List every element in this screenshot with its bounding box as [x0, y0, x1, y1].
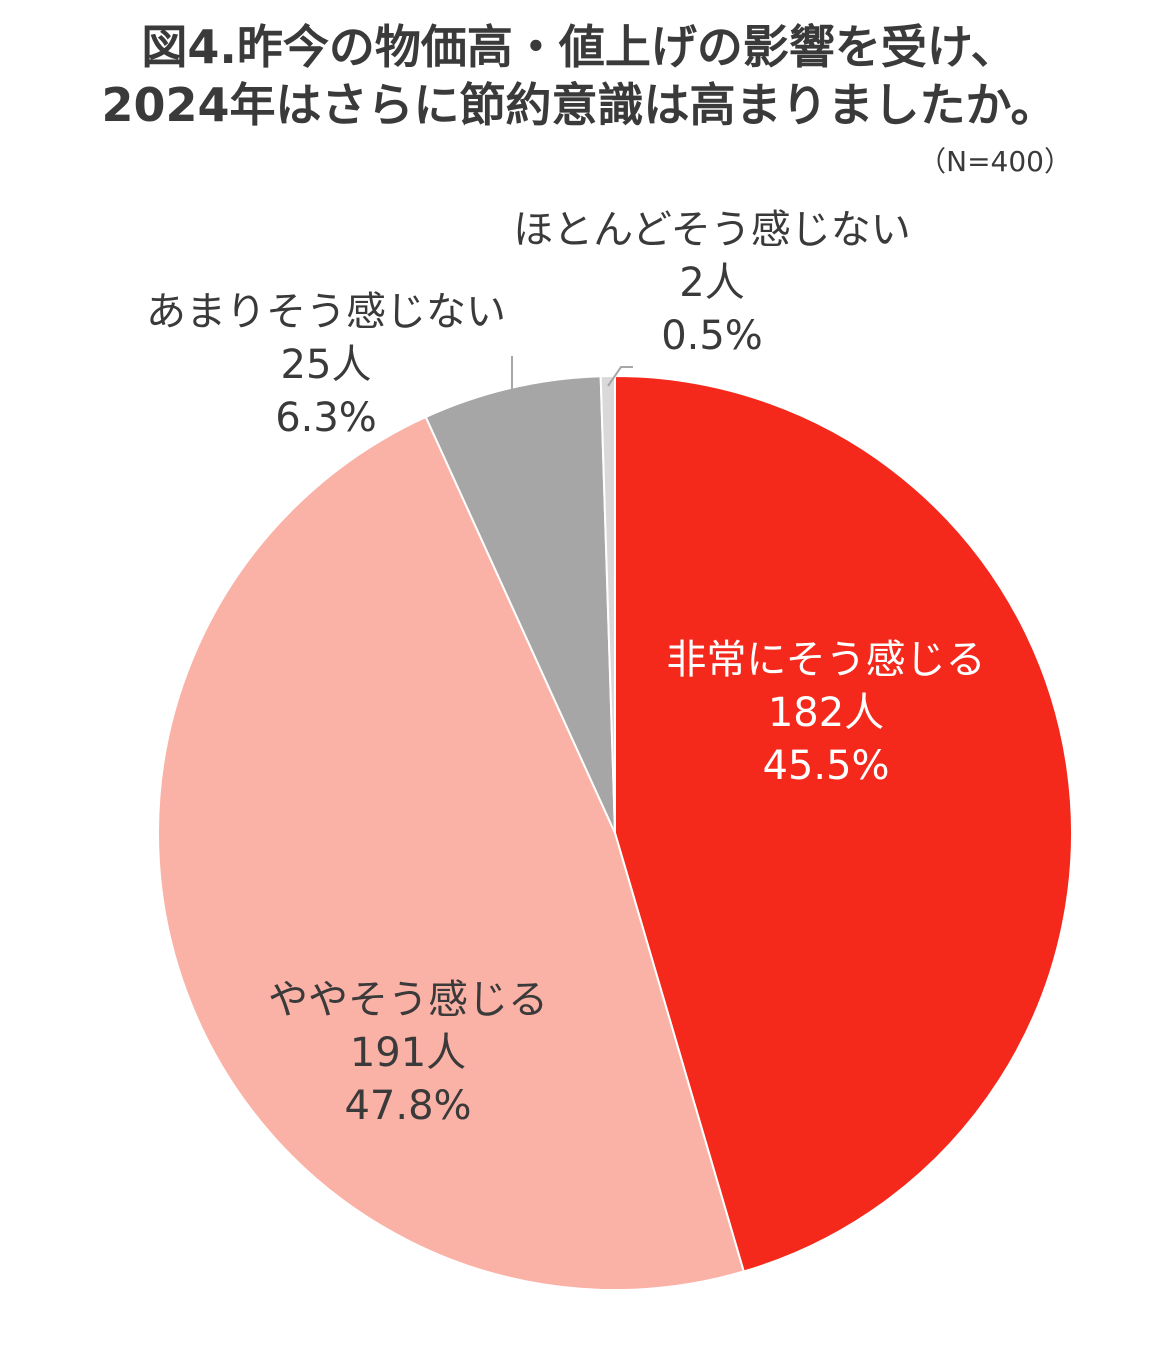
chart-title: 図4.昨今の物価高・値上げの影響を受け、 2024年はさらに節約意識は高まりまし…	[0, 18, 1158, 134]
leader-line-hardly	[607, 366, 633, 387]
slice-percent-somewhat: 47.8%	[344, 1083, 471, 1129]
slice-label-not-much: あまりそう感じない	[146, 289, 506, 335]
pie-slice-somewhat	[157, 415, 745, 1291]
slice-count-very: 182人	[768, 690, 884, 736]
pie-slices	[157, 374, 1073, 1291]
slice-percent-very: 45.5%	[762, 743, 889, 789]
slice-labels: 非常にそう感じる 182人 45.5% ややそう感じる 191人 47.8% あまりそう感じ…	[146, 207, 986, 1129]
pie-slice-very	[614, 374, 1073, 1273]
leader-lines	[511, 356, 633, 398]
slice-label-very: 非常にそう感じる	[666, 637, 985, 683]
chart-title-line-1: 図4.昨今の物価高・値上げの影響を受け、	[141, 20, 1017, 74]
slice-label-hardly: ほとんどそう感じない	[513, 207, 911, 253]
slice-percent-hardly: 0.5%	[661, 313, 763, 359]
slice-count-not-much: 25人	[281, 342, 372, 388]
chart-title-line-2: 2024年はさらに節約意識は高まりましたか。	[101, 78, 1057, 132]
slice-percent-not-much: 6.3%	[275, 395, 377, 441]
sample-size-note: （N=400）	[918, 145, 1072, 178]
slice-count-hardly: 2人	[679, 260, 744, 306]
slice-count-somewhat: 191人	[350, 1030, 466, 1076]
slice-label-somewhat: ややそう感じる	[268, 977, 548, 1023]
